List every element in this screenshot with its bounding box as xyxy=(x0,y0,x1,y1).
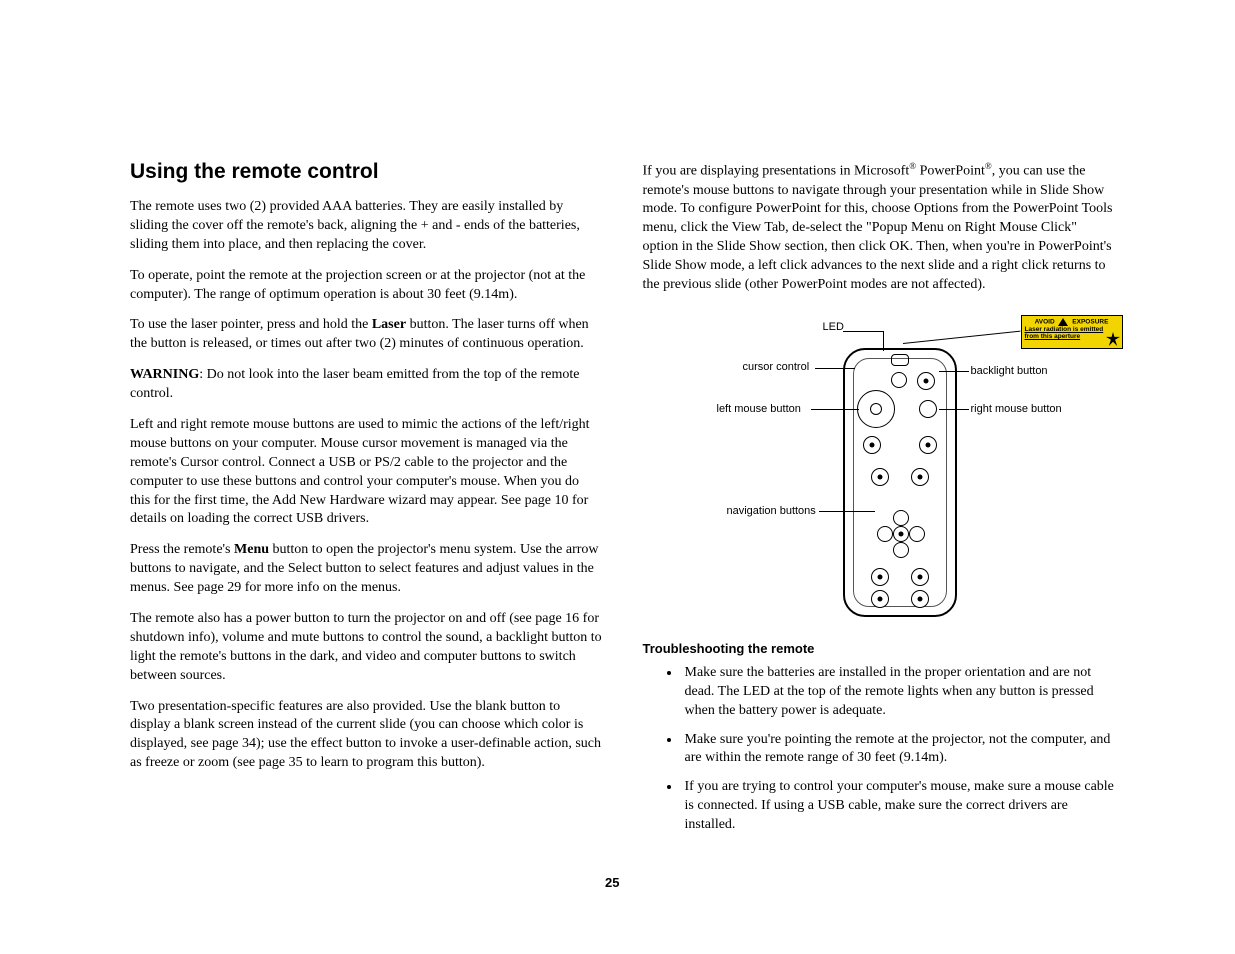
led-aperture xyxy=(891,354,909,366)
label-left-mouse: left mouse button xyxy=(717,403,801,415)
burst-icon xyxy=(1106,332,1120,346)
leader-line xyxy=(811,409,859,410)
remote-button xyxy=(893,526,909,542)
remote-button xyxy=(919,400,937,418)
list-item: Make sure you're pointing the remote at … xyxy=(681,731,1116,769)
body-paragraph: The remote uses two (2) provided AAA bat… xyxy=(130,198,603,255)
leader-line xyxy=(939,371,969,372)
body-paragraph: Press the remote's Menu button to open t… xyxy=(130,541,603,598)
remote-button xyxy=(891,372,907,388)
remote-button xyxy=(919,436,937,454)
nav-cluster xyxy=(877,510,923,556)
leader-line xyxy=(939,409,969,410)
remote-outline xyxy=(843,348,957,617)
label-led: LED xyxy=(823,321,844,333)
remote-button xyxy=(911,468,929,486)
leader-line xyxy=(819,511,875,512)
body-paragraph: The remote also has a power button to tu… xyxy=(130,610,603,686)
label-cursor: cursor control xyxy=(743,361,810,373)
remote-button xyxy=(893,542,909,558)
remote-button xyxy=(917,372,935,390)
body-paragraph: To operate, point the remote at the proj… xyxy=(130,267,603,305)
remote-button xyxy=(877,526,893,542)
page-number: 25 xyxy=(605,875,619,890)
body-paragraph: To use the laser pointer, press and hold… xyxy=(130,316,603,354)
list-item: If you are trying to control your comput… xyxy=(681,778,1116,835)
warning-triangle-icon xyxy=(1058,318,1068,326)
warning-line3: from this aperture xyxy=(1025,333,1119,340)
remote-button xyxy=(911,568,929,586)
label-backlight: backlight button xyxy=(971,365,1048,377)
left-column: Using the remote control The remote uses… xyxy=(130,160,603,845)
right-intro-paragraph: If you are displaying presentations in M… xyxy=(643,160,1116,295)
troubleshoot-heading: Troubleshooting the remote xyxy=(643,641,1116,656)
leader-line xyxy=(815,368,855,369)
label-right-mouse: right mouse button xyxy=(971,403,1062,415)
remote-button xyxy=(893,510,909,526)
remote-diagram: AVOID EXPOSURE Laser radiation is emitte… xyxy=(643,313,1123,623)
remote-button xyxy=(911,590,929,608)
body-paragraph: WARNING: Do not look into the laser beam… xyxy=(130,366,603,404)
remote-button xyxy=(909,526,925,542)
leader-line xyxy=(883,331,884,351)
label-nav: navigation buttons xyxy=(727,505,816,517)
troubleshoot-list: Make sure the batteries are installed in… xyxy=(643,664,1116,835)
leader-line xyxy=(843,331,883,332)
right-column: If you are displaying presentations in M… xyxy=(643,160,1116,845)
remote-button xyxy=(871,568,889,586)
remote-button xyxy=(871,468,889,486)
cursor-pad xyxy=(857,390,895,428)
warning-exposure: EXPOSURE xyxy=(1072,319,1108,326)
body-paragraph: Two presentation-specific features are a… xyxy=(130,698,603,774)
page: Using the remote control The remote uses… xyxy=(0,0,1235,885)
remote-button xyxy=(863,436,881,454)
leader-line xyxy=(902,331,1019,344)
page-heading: Using the remote control xyxy=(130,160,603,184)
warning-avoid: AVOID xyxy=(1035,319,1055,326)
remote-button xyxy=(871,590,889,608)
list-item: Make sure the batteries are installed in… xyxy=(681,664,1116,721)
laser-warning-label: AVOID EXPOSURE Laser radiation is emitte… xyxy=(1021,315,1123,349)
warning-line2: Laser radiation is emitted xyxy=(1025,326,1119,333)
body-paragraph: Left and right remote mouse buttons are … xyxy=(130,416,603,529)
